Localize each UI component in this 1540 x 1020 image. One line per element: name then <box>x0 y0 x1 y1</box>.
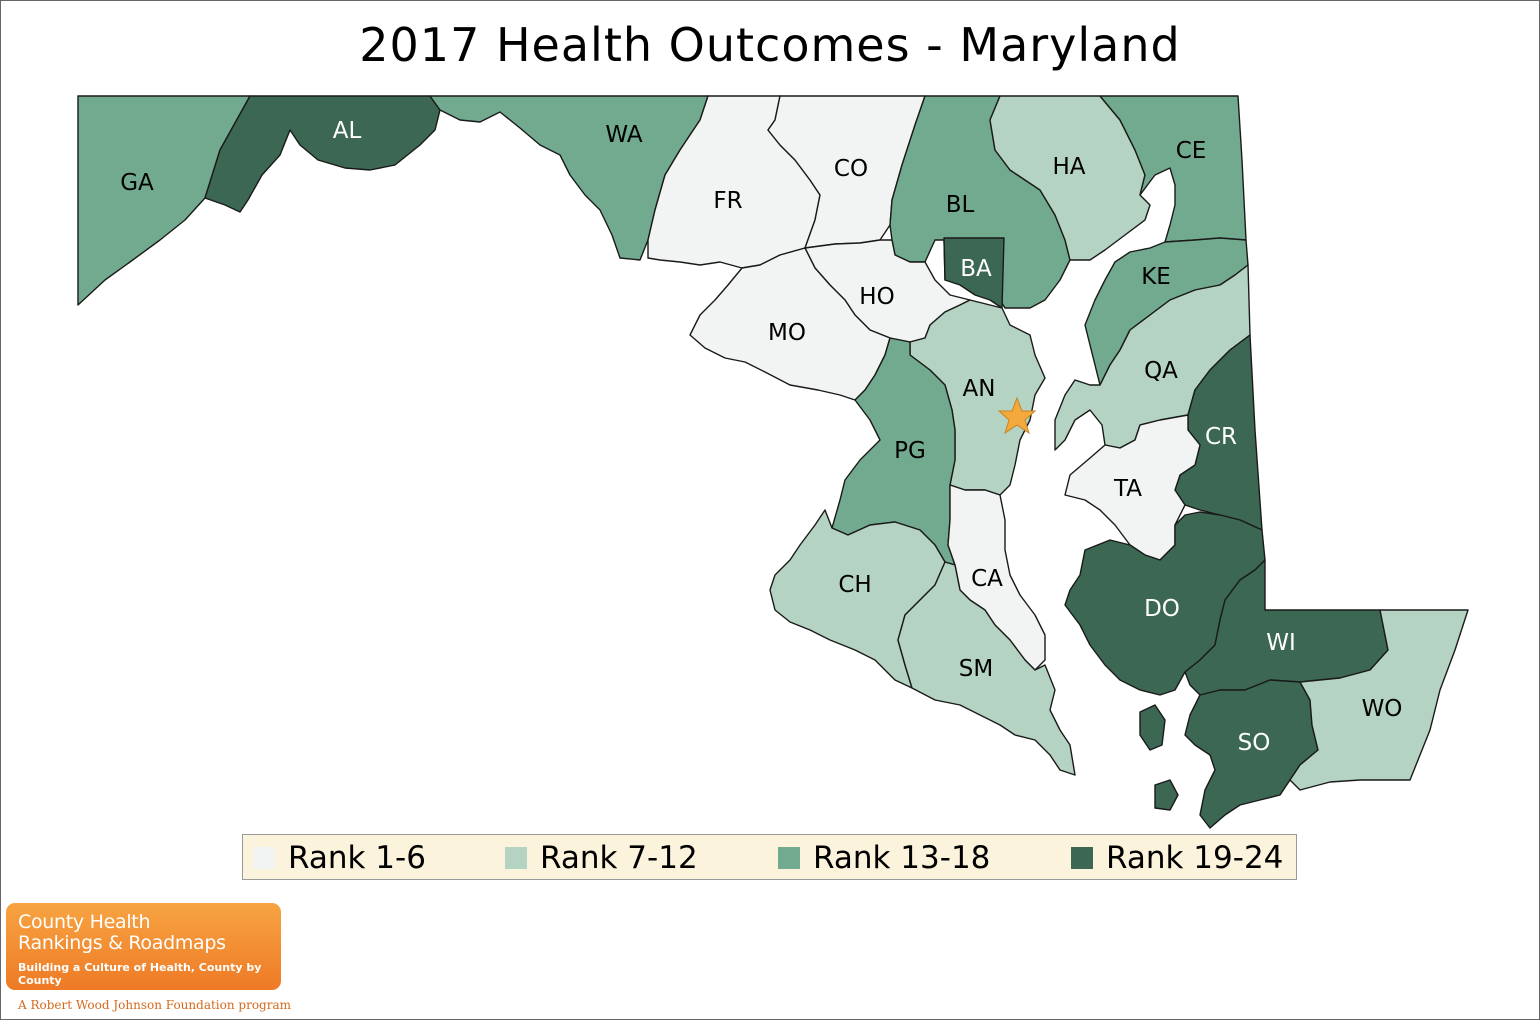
legend-label: Rank 1-6 <box>288 840 426 876</box>
legend-swatch <box>253 847 275 869</box>
county-wo[interactable] <box>1289 609 1469 791</box>
county-so[interactable] <box>1184 679 1319 829</box>
map-title: 2017 Health Outcomes - Maryland <box>359 18 1181 72</box>
county-label-sm: SM <box>959 656 993 682</box>
county-label-wa: WA <box>605 122 642 148</box>
county-label-ce: CE <box>1176 138 1207 164</box>
county-labels: GA AL WA FR CO BL HA CE BA HO MO KE QA AN PG CR TA CH CA DO… <box>120 118 1402 756</box>
county-label-ga: GA <box>120 170 154 196</box>
county-label-ha: HA <box>1052 154 1085 180</box>
county-al[interactable] <box>204 95 441 213</box>
logo-line-1: County Health <box>18 911 151 933</box>
county-ba[interactable] <box>943 237 1005 309</box>
legend: Rank 1-6 Rank 7-12 Rank 13-18 Rank 19-24 <box>242 834 1297 880</box>
county-label-ho: HO <box>859 284 894 310</box>
county-label-ke: KE <box>1141 264 1171 290</box>
county-label-do: DO <box>1144 596 1180 622</box>
county-ce[interactable] <box>1099 95 1247 243</box>
county-label-qa: QA <box>1144 358 1178 384</box>
county-label-ba: BA <box>960 256 992 282</box>
legend-item-rank-7-12: Rank 7-12 <box>505 835 698 881</box>
county-label-so: SO <box>1238 730 1271 756</box>
county-health-rankings-logo: County Health Rankings & Roadmaps Buildi… <box>6 903 281 990</box>
county-label-bl: BL <box>946 192 975 218</box>
county-ch[interactable] <box>769 509 946 689</box>
legend-item-rank-1-6: Rank 1-6 <box>253 835 426 881</box>
county-so-island <box>1154 779 1179 811</box>
county-label-wo: WO <box>1362 696 1403 722</box>
county-label-fr: FR <box>713 188 742 214</box>
legend-item-rank-13-18: Rank 13-18 <box>778 835 990 881</box>
county-label-co: CO <box>834 156 868 182</box>
logo-line-2: Rankings & Roadmaps <box>18 932 226 954</box>
county-label-ta: TA <box>1113 476 1142 502</box>
county-do-island <box>1139 704 1166 751</box>
county-label-cr: CR <box>1205 424 1237 450</box>
legend-label: Rank 7-12 <box>540 840 698 876</box>
legend-label: Rank 13-18 <box>813 840 991 876</box>
legend-label: Rank 19-24 <box>1106 840 1284 876</box>
legend-swatch <box>778 847 800 869</box>
county-ta[interactable] <box>1064 414 1201 561</box>
legend-swatch <box>505 847 527 869</box>
logo-tagline: Building a Culture of Health, County by … <box>18 961 262 987</box>
legend-item-rank-19-24: Rank 19-24 <box>1071 835 1283 881</box>
county-label-mo: MO <box>768 320 806 346</box>
county-label-an: AN <box>963 376 996 402</box>
county-label-wi: WI <box>1266 630 1296 656</box>
star-icon <box>997 396 1037 435</box>
county-label-ch: CH <box>838 572 871 598</box>
county-label-al: AL <box>333 118 362 144</box>
county-label-ca: CA <box>971 566 1003 592</box>
county-sm[interactable] <box>897 561 1076 776</box>
county-label-pg: PG <box>894 438 926 464</box>
legend-swatch <box>1071 847 1093 869</box>
footer-credit: A Robert Wood Johnson Foundation program <box>18 998 291 1012</box>
